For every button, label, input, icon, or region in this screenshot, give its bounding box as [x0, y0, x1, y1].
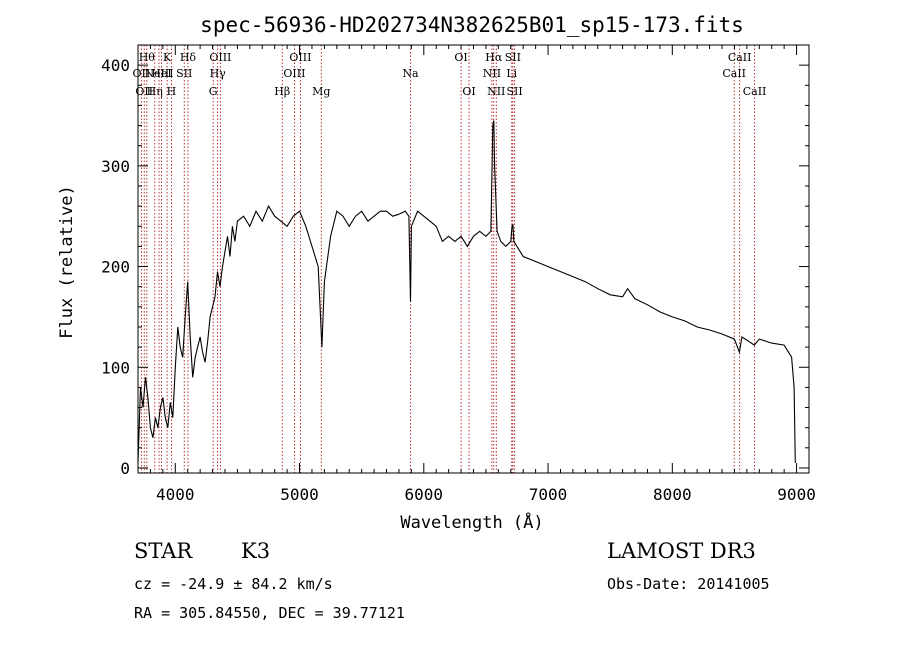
chart-title: spec-56936-HD202734N382625B01_sp15-173.f…	[200, 13, 744, 37]
x-axis-ticks: 4000 5000 6000 7000 8000 9000	[149, 45, 816, 504]
spectral-subclass: K3	[241, 539, 271, 563]
velocity-readout: cz = -24.9 ± 84.2 km/s	[134, 575, 333, 593]
y-tick-label: 400	[101, 56, 130, 75]
line-label-g: G	[209, 85, 218, 98]
line-label-hα: Hα	[485, 51, 503, 64]
x-tick-label: 4000	[156, 485, 195, 504]
survey-name: LAMOST DR3	[607, 539, 756, 563]
line-label-caii: CaII	[722, 67, 746, 80]
x-tick-label: 7000	[529, 485, 568, 504]
line-label-sii: SII	[176, 67, 192, 80]
y-tick-label: 0	[120, 459, 130, 478]
object-type: STAR	[134, 539, 193, 563]
line-label-nii: NII	[487, 85, 505, 98]
line-label-oiii: OIII	[209, 51, 231, 64]
line-label-oiii: OIII	[289, 51, 311, 64]
line-label-hδ: Hδ	[180, 51, 197, 64]
line-label-hβ: Hβ	[274, 85, 290, 98]
coordinates-readout: RA = 305.84550, DEC = 39.77121	[134, 604, 405, 622]
y-tick-label: 200	[101, 258, 130, 277]
line-label-sii: SII	[505, 51, 521, 64]
observation-date: Obs-Date: 20141005	[607, 575, 770, 593]
line-label-k: K	[163, 51, 172, 64]
line-label-hγ: Hγ	[210, 67, 227, 80]
y-tick-label: 100	[101, 358, 130, 377]
x-tick-label: 8000	[653, 485, 692, 504]
line-label-neiii: NeIII	[144, 67, 173, 80]
line-label-hθ: Hθ	[139, 51, 156, 64]
line-label-caii: CaII	[743, 85, 767, 98]
y-tick-label: 300	[101, 157, 130, 176]
line-label-na: Na	[402, 67, 419, 80]
x-axis-label: Wavelength (Å)	[400, 511, 543, 533]
spectrum-line	[137, 120, 796, 463]
line-label-oii: OII	[132, 67, 150, 80]
line-label-oiii: OIII	[283, 67, 305, 80]
line-label-oi: OI	[462, 85, 475, 98]
x-tick-label: 6000	[405, 485, 444, 504]
line-label-sii: SII	[507, 85, 523, 98]
plot-frame	[137, 44, 810, 474]
line-label-oii: OII	[135, 85, 153, 98]
line-label-li: Li	[506, 67, 517, 80]
line-label-caii: CaII	[728, 51, 752, 64]
x-tick-label: 5000	[280, 485, 319, 504]
line-label-h: H	[167, 85, 177, 98]
spectral-line-markers	[140, 45, 755, 473]
x-tick-label: 9000	[777, 485, 816, 504]
line-label-hei: HeI	[151, 67, 171, 80]
y-axis-ticks: 0 100 200 300 400	[101, 56, 809, 478]
line-label-mg: Mg	[312, 85, 330, 98]
line-label-oi: OI	[454, 51, 467, 64]
line-label-hη: Hη	[147, 85, 163, 98]
y-axis-label: Flux (relative)	[57, 185, 77, 339]
line-label-nii: NII	[483, 67, 501, 80]
